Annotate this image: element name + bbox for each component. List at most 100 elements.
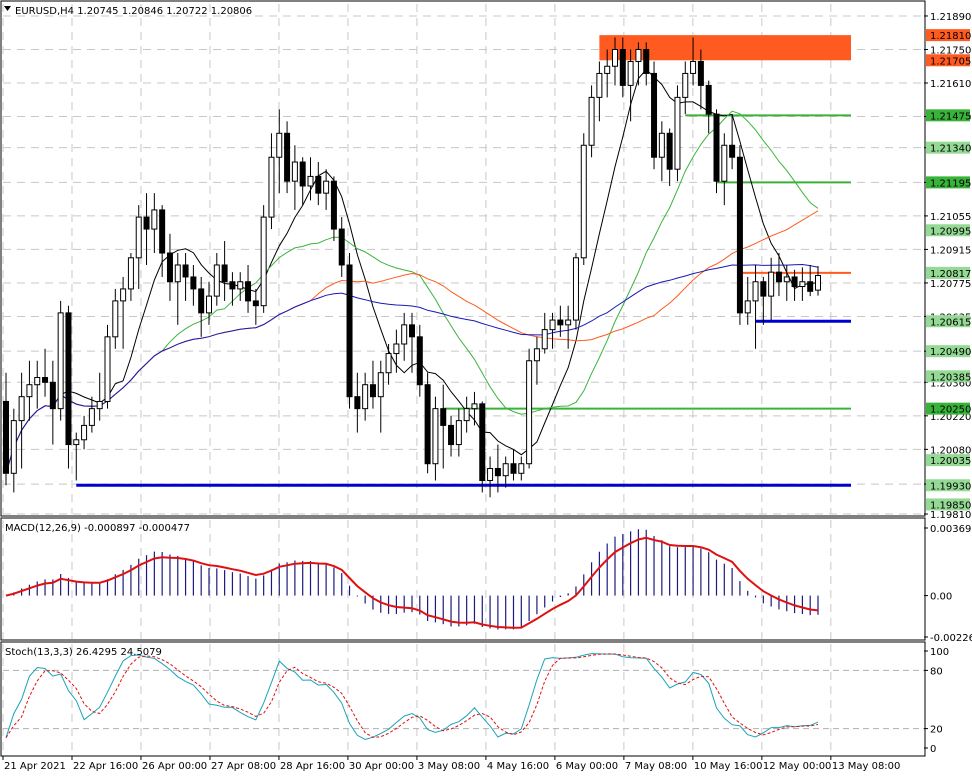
macd-tick-label: 0.003691 xyxy=(930,524,972,535)
price-box-label: 1.21810 xyxy=(930,31,971,42)
candle-body xyxy=(479,403,486,481)
main-panel[interactable] xyxy=(0,0,926,517)
time-tick-label: 30 Apr 00:00 xyxy=(349,761,414,772)
price-box xyxy=(926,479,970,492)
candle-body xyxy=(471,403,478,410)
candle-body xyxy=(385,353,392,374)
macd-panel[interactable] xyxy=(0,517,926,641)
price-box xyxy=(926,29,970,42)
candle-body xyxy=(674,96,681,170)
candle-body xyxy=(18,396,25,422)
candle-body xyxy=(401,324,408,345)
candle-body xyxy=(182,264,189,278)
candle-body xyxy=(424,384,431,465)
candle-body xyxy=(229,281,236,290)
stoch-header: Stoch(13,3,3) 26.4295 24.5079 xyxy=(5,647,162,658)
time-tick-label: 6 May 00:00 xyxy=(556,761,618,772)
candle-body xyxy=(448,424,455,446)
time-tick-label: 3 May 08:00 xyxy=(418,761,480,772)
candle-body xyxy=(572,257,579,321)
price-box xyxy=(926,109,970,122)
price-box xyxy=(926,345,970,358)
candle-body xyxy=(34,377,41,386)
candle-body xyxy=(221,264,228,283)
candle-body xyxy=(330,180,337,230)
candle-body xyxy=(635,48,642,62)
candle-body xyxy=(299,161,306,187)
candle-body xyxy=(245,281,252,302)
candle-body xyxy=(690,60,697,74)
candle-body xyxy=(73,439,80,446)
price-axis: 1.218901.217501.216101.214701.213401.211… xyxy=(924,12,971,521)
candle-body xyxy=(393,343,400,355)
candle-body xyxy=(666,132,673,170)
time-tick-label: 27 Apr 08:00 xyxy=(211,761,276,772)
candle-body xyxy=(697,60,704,86)
price-tick-label: 1.20360 xyxy=(930,378,971,389)
candle-body xyxy=(487,468,494,481)
candle-body xyxy=(807,281,814,292)
stoch-tick-label: 20 xyxy=(930,725,943,736)
candle-body xyxy=(88,408,95,426)
time-tick-label: 7 May 08:00 xyxy=(625,761,687,772)
candle-body xyxy=(96,400,103,410)
candle-body xyxy=(768,271,775,297)
candle-body xyxy=(49,381,56,410)
macd-header: MACD(12,26,9) -0.000897 -0.000477 xyxy=(5,523,190,534)
candle-body xyxy=(213,264,220,297)
price-box-label: 1.21340 xyxy=(930,144,971,155)
candle-body xyxy=(682,72,689,98)
candle-body xyxy=(369,384,376,398)
stoch-tick-label: 100 xyxy=(930,647,949,658)
price-box xyxy=(926,176,970,189)
price-tick-label: 1.21750 xyxy=(930,45,971,56)
candle-body xyxy=(651,72,658,158)
candle-body xyxy=(604,65,611,74)
candle-body xyxy=(588,96,595,146)
moving-averages xyxy=(5,68,819,474)
time-tick-label: 10 May 16:00 xyxy=(694,761,763,772)
price-box xyxy=(926,141,970,154)
candle-body xyxy=(627,60,634,86)
stoch-panel[interactable] xyxy=(0,641,926,757)
candle-body xyxy=(409,324,415,338)
macd-indicator xyxy=(5,529,819,630)
candle-body xyxy=(752,281,759,302)
price-box xyxy=(926,266,970,279)
symbol-menu-icon[interactable] xyxy=(4,6,11,11)
candle-body xyxy=(26,384,33,398)
candle-body xyxy=(775,271,782,283)
candle-body xyxy=(260,216,267,307)
macd-tick-label: 0.00 xyxy=(930,592,952,603)
price-tick-label: 1.21610 xyxy=(930,79,971,90)
candle-body xyxy=(463,408,470,422)
candle-body xyxy=(104,336,111,402)
price-box-label: 1.20615 xyxy=(930,317,971,328)
candle-body xyxy=(713,113,720,182)
candle-body xyxy=(440,408,447,426)
candle-body xyxy=(268,156,275,218)
stoch-main-line xyxy=(5,653,819,741)
time-tick-label: 13 May 08:00 xyxy=(832,761,901,772)
candle-body xyxy=(307,175,314,187)
candle-body xyxy=(198,288,205,314)
candle-body xyxy=(315,175,322,194)
candle-body xyxy=(3,400,9,474)
candle-body xyxy=(533,348,540,362)
price-box-label: 1.20385 xyxy=(930,372,971,383)
candle-body xyxy=(799,281,806,288)
candle-body xyxy=(736,156,743,314)
candle-body xyxy=(291,161,298,182)
stoch-signal-line xyxy=(5,653,819,738)
candle-body xyxy=(81,424,88,441)
candle-body xyxy=(10,420,17,474)
stoch-tick-label: 0 xyxy=(930,744,936,755)
price-tick-label: 1.20220 xyxy=(930,412,971,423)
price-box-label: 1.21195 xyxy=(930,178,971,189)
candle-body xyxy=(596,72,603,98)
price-box-label: 1.20817 xyxy=(930,269,971,280)
candle-body xyxy=(729,144,736,158)
candle-body xyxy=(190,276,197,290)
